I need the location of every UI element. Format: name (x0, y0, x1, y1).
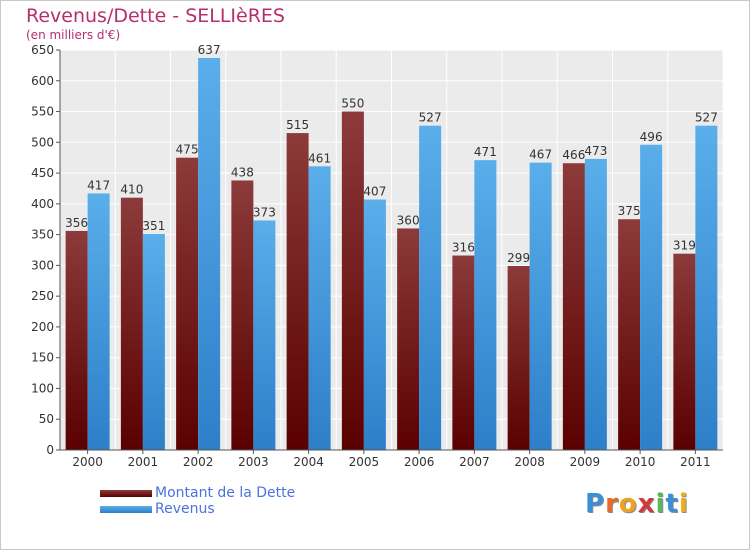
debt-bar (286, 133, 309, 451)
proxiti-logo: Proxiti (585, 489, 689, 519)
data-label: 550 (341, 97, 364, 111)
y-tick-label: 350 (31, 228, 54, 242)
logo-letter: o (618, 489, 638, 519)
data-label: 471 (474, 145, 497, 159)
y-tick-label: 250 (31, 289, 54, 303)
revenue-bar (198, 58, 221, 450)
x-tick-label: 2010 (625, 455, 656, 469)
revenue-bar (87, 193, 110, 450)
data-label: 319 (673, 239, 696, 253)
revenue-bar (695, 125, 718, 450)
revenue-bar (363, 199, 386, 450)
data-label: 527 (695, 111, 718, 125)
logo-letter: x (637, 489, 656, 519)
chart-subtitle: (en milliers d'€) (26, 28, 121, 42)
y-tick-label: 600 (31, 74, 54, 88)
y-tick-label: 400 (31, 197, 54, 211)
debt-bar (397, 228, 420, 450)
debt-bar (507, 266, 530, 450)
data-label: 316 (452, 241, 475, 255)
data-label: 473 (584, 144, 607, 158)
y-tick-label: 450 (31, 166, 54, 180)
data-label: 515 (286, 118, 309, 132)
y-tick-label: 200 (31, 320, 54, 334)
revenue-bar (142, 234, 165, 450)
x-tick-label: 2001 (128, 455, 159, 469)
debt-bar (65, 230, 88, 450)
y-tick-label: 650 (31, 43, 54, 57)
logo-letter: t (665, 489, 679, 519)
debt-bar (452, 255, 475, 450)
data-label: 467 (529, 148, 552, 162)
data-label: 496 (640, 130, 663, 144)
data-label: 410 (120, 183, 143, 197)
legend-swatch-revenue (100, 506, 152, 513)
axes: 0 50 100 150 200 250 300 350 400 450 500 550 600 650 2… (31, 43, 723, 469)
logo-letter: i (678, 489, 689, 519)
x-tick-label: 2007 (459, 455, 490, 469)
data-label: 438 (231, 165, 254, 179)
y-tick-label: 550 (31, 105, 54, 119)
y-tick-label: 500 (31, 135, 54, 149)
data-label: 466 (562, 148, 585, 162)
data-label: 475 (176, 143, 199, 157)
chart-title: Revenus/Dette - SELLIèRES (26, 5, 285, 27)
y-tick-label: 100 (31, 381, 54, 395)
revenue-bar (308, 166, 331, 451)
x-tick-label: 2008 (514, 455, 545, 469)
legend-label-revenue: Revenus (155, 501, 215, 517)
debt-bar (562, 163, 585, 450)
data-label: 351 (142, 219, 165, 233)
data-label: 461 (308, 151, 331, 165)
debt-bar (120, 197, 143, 450)
x-tick-label: 2005 (349, 455, 380, 469)
legend-label-debt: Montant de la Dette (155, 485, 296, 501)
legend-swatch-debt (100, 490, 152, 497)
x-tick-label: 2004 (293, 455, 324, 469)
data-label: 373 (253, 205, 276, 219)
y-tick-label: 150 (31, 351, 54, 365)
bars: 356 417 410 351 475 637 438 373 515 461 550 407 360 5… (65, 43, 718, 451)
data-label: 360 (397, 213, 420, 227)
debt-bar (341, 111, 364, 451)
x-tick-label: 2003 (238, 455, 269, 469)
debt-bar (618, 219, 641, 450)
logo-letter: i (655, 489, 666, 519)
revenue-bar (253, 220, 276, 450)
y-tick-label: 0 (46, 443, 54, 457)
y-tick-label: 50 (39, 412, 54, 426)
debt-bar (673, 253, 696, 450)
data-label: 356 (65, 216, 88, 230)
debt-bar (176, 157, 199, 450)
logo-letter: P (585, 489, 606, 519)
revenue-bar (640, 144, 663, 450)
data-label: 375 (618, 204, 641, 218)
x-tick-label: 2002 (183, 455, 214, 469)
y-tick-label: 300 (31, 258, 54, 272)
x-tick-label: 2011 (680, 455, 711, 469)
revenue-bar (474, 160, 497, 450)
x-tick-label: 2009 (570, 455, 601, 469)
data-label: 417 (87, 178, 110, 192)
data-label: 407 (363, 185, 386, 199)
revenue-bar (529, 162, 552, 450)
x-tick-label: 2006 (404, 455, 435, 469)
logo-letter: r (605, 489, 619, 519)
data-label: 637 (198, 43, 221, 57)
revenue-bar (419, 125, 442, 450)
revenue-bar (584, 158, 607, 450)
x-tick-label: 2000 (72, 455, 103, 469)
data-label: 527 (419, 111, 442, 125)
data-label: 299 (507, 251, 530, 265)
debt-bar (231, 180, 254, 450)
